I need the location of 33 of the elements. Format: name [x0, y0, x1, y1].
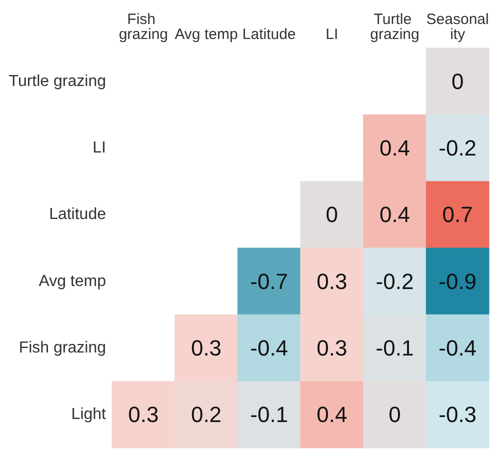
y-tick-label: Light — [71, 406, 107, 424]
data-label: 0.4 — [379, 202, 410, 228]
x-tick-label: Turtle grazing — [370, 11, 420, 43]
data-label: -0.4 — [250, 336, 288, 360]
y-tick-label: Latitude — [49, 206, 106, 224]
data-label: 0.3 — [190, 336, 222, 360]
data-label: 0.3 — [316, 336, 348, 360]
data-label: 0.2 — [190, 402, 222, 428]
data-label: -0.2 — [438, 136, 477, 160]
x-tick-label: Fish grazing — [118, 11, 168, 43]
data-label: 0.3 — [316, 268, 348, 294]
data-label: 0.4 — [316, 402, 348, 428]
data-label: -0.4 — [438, 336, 477, 360]
y-tick-label: Fish grazing — [18, 340, 106, 356]
data-label: -0.7 — [250, 268, 288, 294]
x-tick-label: Latitude — [242, 26, 296, 43]
y-tick-label: Turtle grazing — [8, 72, 106, 90]
y-tick-label: Avg temp — [38, 272, 106, 290]
data-label: -0.1 — [250, 402, 288, 428]
data-label: 0.4 — [379, 136, 410, 160]
data-label: -0.9 — [438, 268, 477, 294]
x-tick-label: Seasonality — [426, 11, 489, 43]
data-label: -0.1 — [376, 336, 414, 360]
data-label: 0 — [326, 202, 338, 228]
data-label: 0.3 — [128, 402, 159, 428]
data-label: -0.3 — [438, 402, 477, 428]
data-label: -0.2 — [376, 268, 414, 294]
x-tick-label: LI — [326, 26, 338, 43]
data-label: 0 — [451, 68, 464, 94]
x-tick-label: Avg temp — [174, 26, 238, 43]
y-tick-label: LI — [92, 140, 106, 156]
data-label: 0 — [388, 402, 401, 428]
data-label: 0.7 — [442, 202, 473, 228]
